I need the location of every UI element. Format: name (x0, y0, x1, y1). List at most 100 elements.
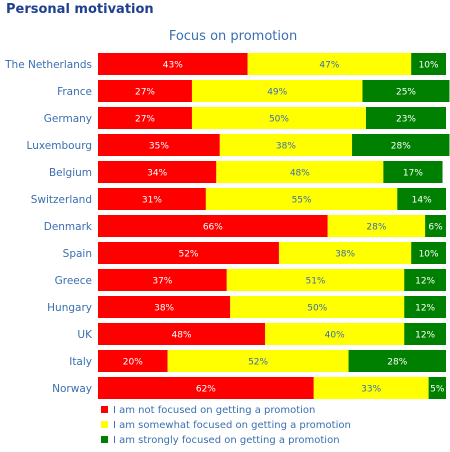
data-label: 10% (419, 250, 439, 260)
bar-segment-series-2 (278, 242, 412, 264)
data-label: 27% (135, 115, 155, 125)
category-label: Greece (55, 275, 92, 287)
data-label: 28% (391, 142, 411, 152)
bar-segment-series-2 (219, 134, 353, 156)
bar-segment-series-2 (226, 269, 405, 291)
legend-swatch (101, 436, 108, 443)
chart-title: Focus on promotion (169, 29, 297, 44)
bar-segment-series-1 (98, 350, 168, 372)
data-label: 66% (203, 223, 223, 233)
bar-segment-series-1 (98, 80, 192, 102)
category-label: The Netherlands (4, 59, 92, 71)
category-label: Spain (63, 248, 92, 260)
bar-segment-series-3 (365, 107, 446, 129)
bar-segment-series-2 (216, 161, 384, 183)
bar-segment-series-3 (428, 377, 446, 399)
bar-segment-series-3 (352, 134, 450, 156)
category-label: Switzerland (31, 194, 92, 206)
data-label: 27% (135, 88, 155, 98)
category-label: Denmark (44, 221, 93, 233)
bar-segment-series-1 (98, 188, 206, 210)
data-label: 14% (412, 196, 432, 206)
bar-segment-series-3 (404, 269, 446, 291)
bar-segment-series-2 (205, 188, 398, 210)
data-label: 25% (396, 88, 416, 98)
category-label: France (57, 86, 92, 98)
bar-segment-series-3 (404, 296, 446, 318)
data-label: 6% (428, 223, 443, 233)
data-label: 48% (172, 331, 192, 341)
bar-segment-series-3 (411, 242, 446, 264)
bar-segment-series-1 (98, 323, 266, 345)
data-label: 50% (307, 304, 327, 314)
data-label: 17% (403, 169, 423, 179)
data-label: 52% (178, 250, 198, 260)
data-label: 49% (267, 88, 287, 98)
bars: 43% 47% 10% 27% 49% 25% 27% 50% 23% 35% 38% 28% 34% 4… (98, 53, 450, 399)
category-label: Belgium (49, 167, 92, 179)
bar-segment-series-2 (327, 215, 426, 237)
data-label: 38% (276, 142, 296, 152)
bar-segment-series-1 (98, 134, 220, 156)
category-label: Norway (52, 383, 92, 395)
data-label: 10% (419, 61, 439, 71)
data-label: 52% (248, 358, 268, 368)
bar-segment-series-2 (247, 53, 412, 75)
bar-segment-series-2 (191, 107, 366, 129)
bar-segment-series-3 (383, 161, 443, 183)
bar-segment-series-2 (265, 323, 405, 345)
bar-segment-series-1 (98, 269, 227, 291)
bar-segment-series-2 (230, 296, 405, 318)
legend-label: I am strongly focused on getting a promo… (113, 435, 340, 446)
data-label: 38% (154, 304, 174, 314)
data-label: 23% (396, 115, 416, 125)
data-label: 48% (290, 169, 310, 179)
data-label: 28% (366, 223, 386, 233)
bar-segment-series-1 (98, 242, 279, 264)
data-label: 51% (305, 277, 325, 287)
data-label: 33% (361, 385, 381, 395)
bar-segment-series-3 (362, 80, 450, 102)
legend-swatch (101, 406, 108, 413)
bar-segment-series-1 (98, 107, 192, 129)
category-label: Italy (69, 356, 92, 368)
bar-segment-series-1 (98, 161, 217, 183)
bar-segment-series-1 (98, 53, 248, 75)
data-label: 12% (415, 304, 435, 314)
bar-segment-series-1 (98, 215, 328, 237)
data-label: 12% (415, 277, 435, 287)
bar-segment-series-3 (404, 323, 446, 345)
legend: I am not focused on getting a promotion I… (101, 405, 351, 446)
data-label: 47% (319, 61, 339, 71)
data-label: 37% (152, 277, 172, 287)
data-label: 62% (196, 385, 216, 395)
bar-segment-series-1 (98, 296, 231, 318)
bar-segment-series-3 (411, 53, 446, 75)
category-labels: The Netherlands France Germany Luxembourg Be… (4, 59, 93, 395)
bar-segment-series-3 (397, 188, 446, 210)
data-label: 40% (325, 331, 345, 341)
data-label: 28% (387, 358, 407, 368)
data-label: 38% (335, 250, 355, 260)
bar-segment-series-2 (191, 80, 363, 102)
category-label: Luxembourg (27, 140, 92, 152)
data-label: 12% (415, 331, 435, 341)
data-label: 5% (430, 385, 445, 395)
bar-segment-series-2 (167, 350, 349, 372)
bar-segment-series-2 (313, 377, 429, 399)
data-label: 43% (163, 61, 183, 71)
page-title: Personal motivation (6, 2, 154, 17)
category-label: Germany (44, 113, 92, 125)
legend-swatch (101, 421, 108, 428)
bar-segment-series-3 (348, 350, 446, 372)
legend-label: I am somewhat focused on getting a promo… (113, 420, 351, 431)
data-label: 50% (269, 115, 289, 125)
data-label: 20% (123, 358, 143, 368)
bar-segment-series-1 (98, 377, 314, 399)
data-label: 35% (149, 142, 169, 152)
data-label: 34% (147, 169, 167, 179)
legend-label: I am not focused on getting a promotion (113, 405, 315, 416)
data-label: 55% (292, 196, 312, 206)
category-label: Hungary (47, 302, 92, 314)
